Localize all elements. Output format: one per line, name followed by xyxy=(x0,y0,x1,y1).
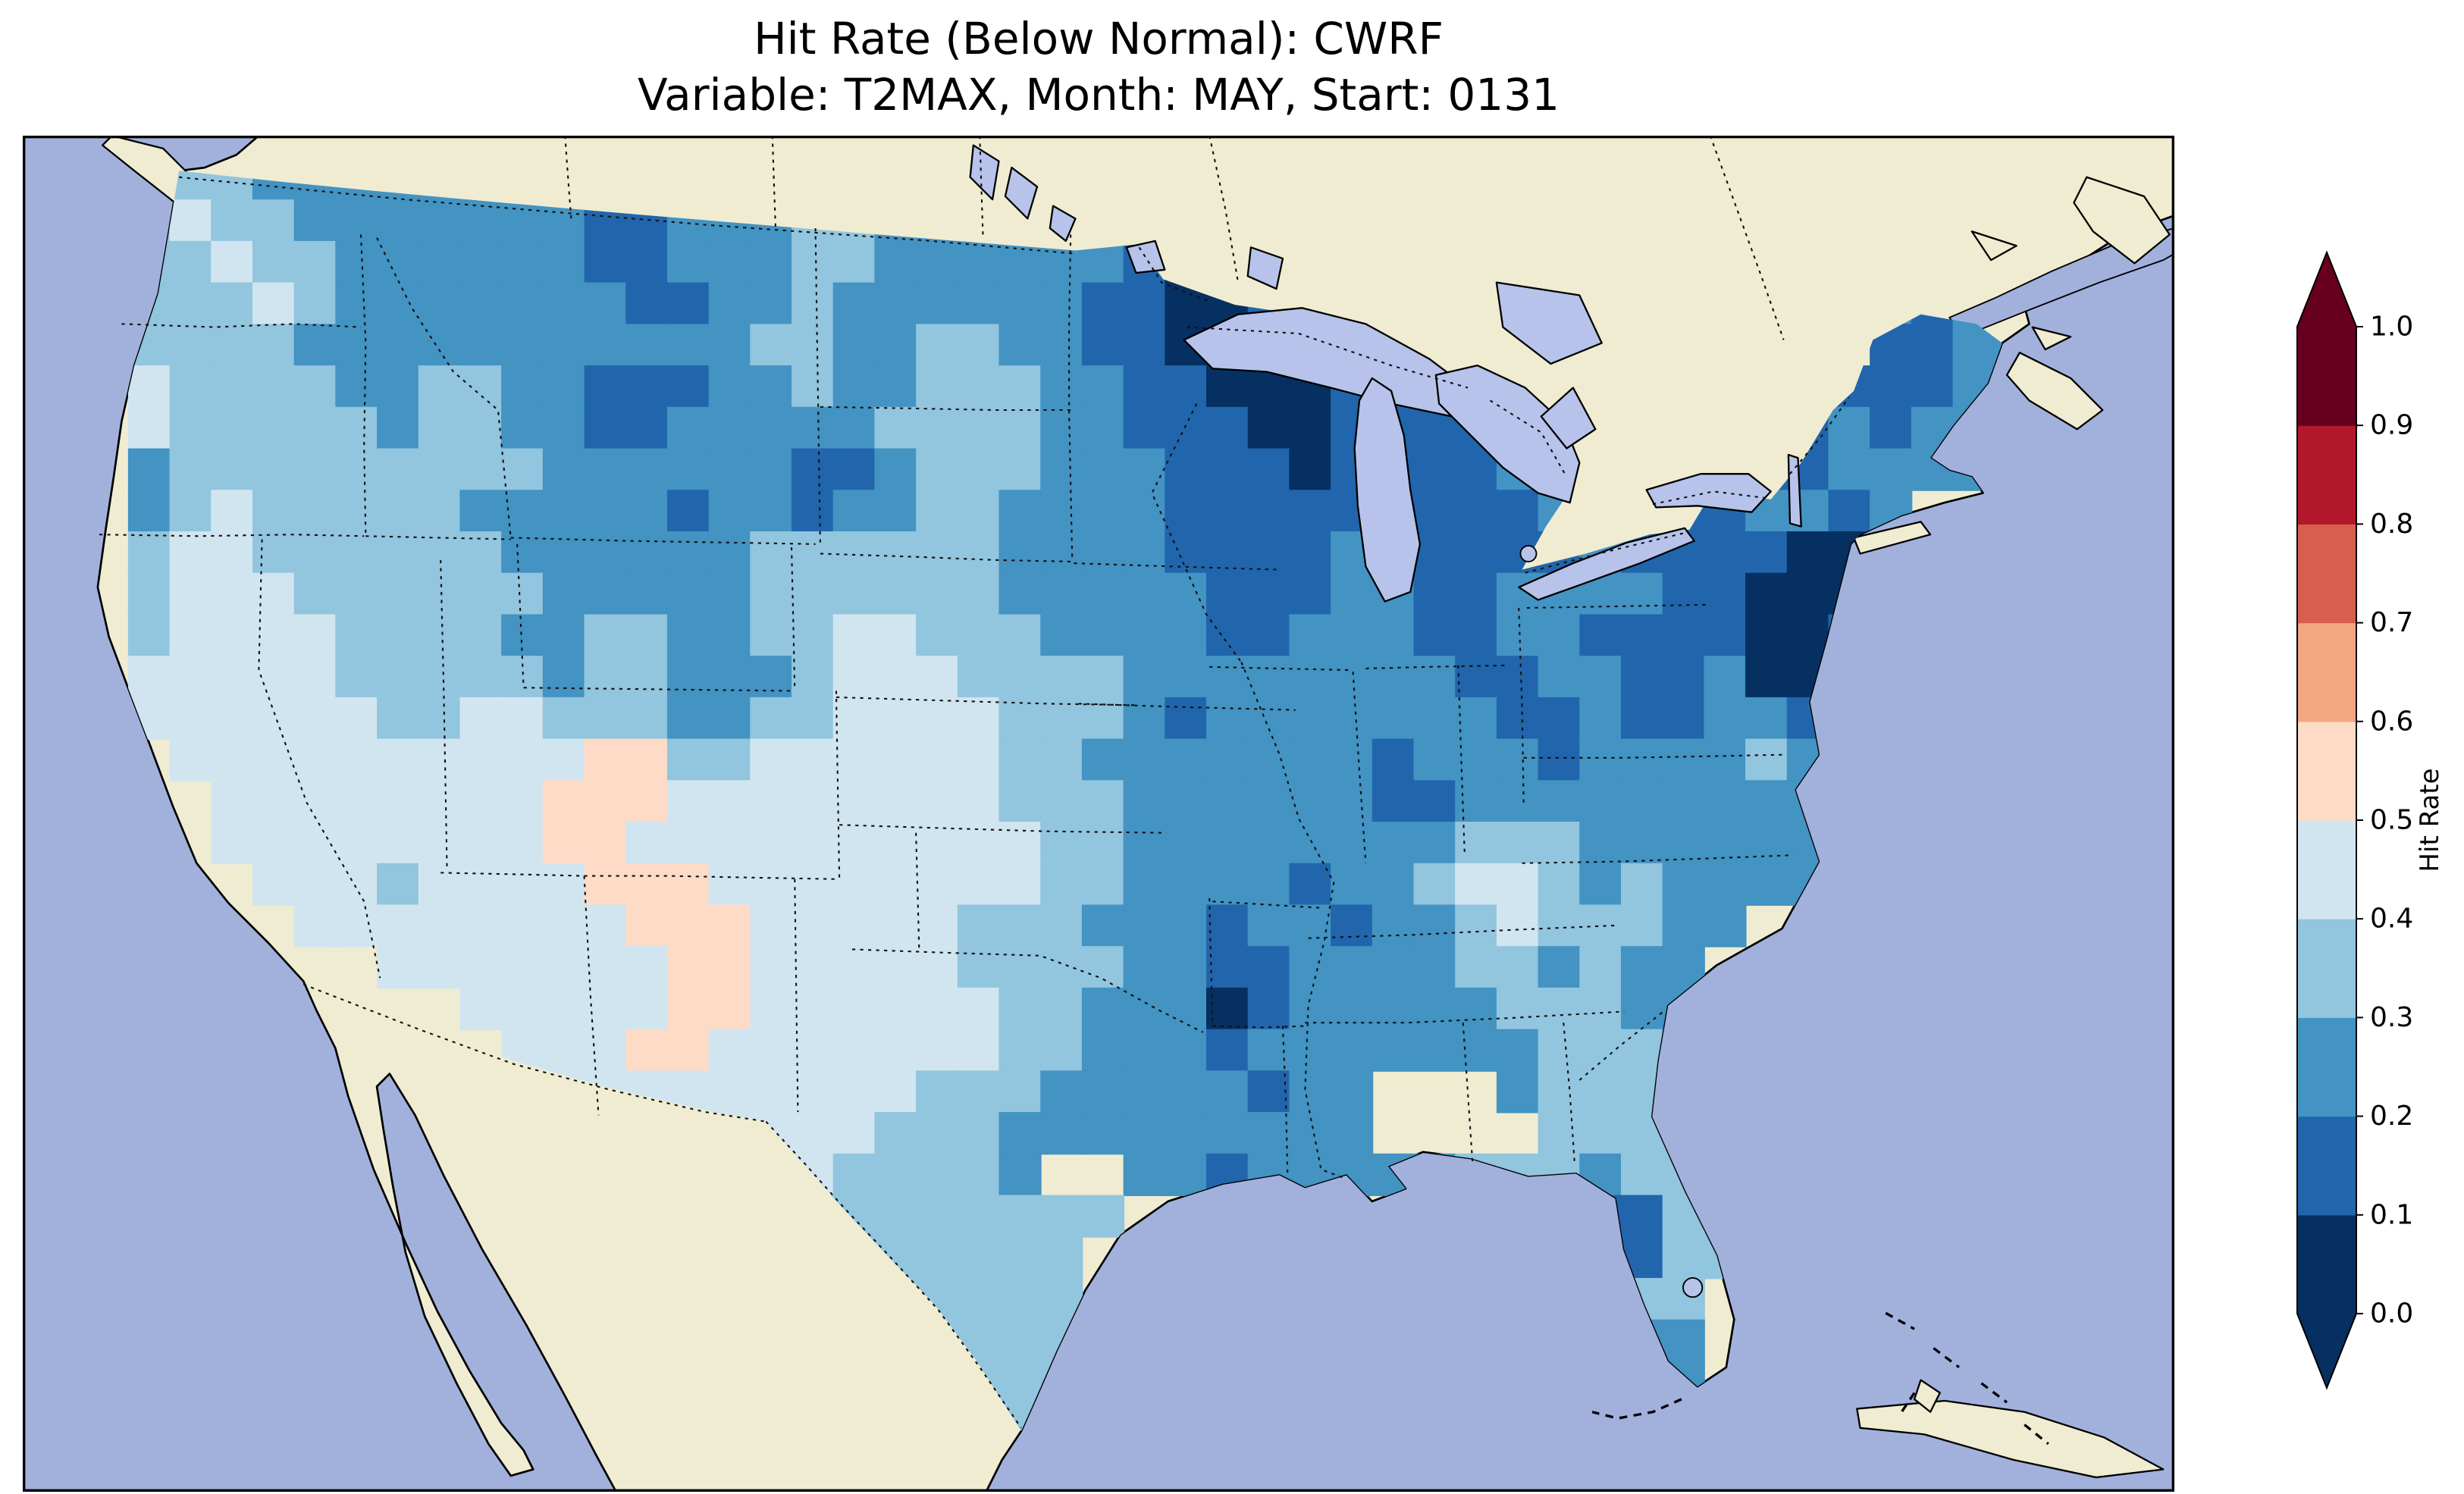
colorbar-tick-label: 0.4 xyxy=(2370,904,2413,935)
colorbar-bin xyxy=(2297,820,2356,919)
lake-huron xyxy=(1434,364,1581,504)
small-island-coast xyxy=(2024,1424,2049,1445)
georgian-bay xyxy=(1540,387,1597,449)
colorbar-label: Hit Rate xyxy=(2415,768,2445,872)
lake-nipigon xyxy=(1246,246,1284,290)
colorbar-bin xyxy=(2297,622,2356,722)
andros-island xyxy=(1913,1379,1941,1413)
colorbar-bin xyxy=(2297,1116,2356,1216)
nova-scotia xyxy=(2005,352,2104,431)
manitoba-lake-1 xyxy=(969,144,1000,201)
chart-title-line2: Variable: T2MAX, Month: MAY, Start: 0131 xyxy=(637,69,1560,121)
ontario-lakes-patch xyxy=(1495,281,1603,365)
colorbar-bin xyxy=(2297,919,2356,1018)
colorbar-bin xyxy=(2297,721,2356,821)
lake-michigan xyxy=(1353,377,1422,603)
political-borders xyxy=(99,136,1850,1429)
manitoba-lake-3 xyxy=(1049,205,1077,243)
manitoba-lake-2 xyxy=(1004,166,1039,220)
small-island-coast xyxy=(1885,1311,1915,1330)
prince-edward-island xyxy=(2031,326,2072,351)
colorbar-bin xyxy=(2297,1214,2356,1314)
colorbar-tick-label: 0.9 xyxy=(2370,410,2413,441)
colorbar-tick-label: 0.6 xyxy=(2370,706,2413,737)
colorbar-bin xyxy=(2297,327,2356,426)
small-island-coast xyxy=(1980,1382,2008,1404)
colorbar-tick-label: 0.1 xyxy=(2370,1199,2413,1230)
colorbar-tick-label: 0.0 xyxy=(2370,1298,2413,1330)
small-island-coast xyxy=(1933,1347,1960,1369)
anticosti-island xyxy=(1970,230,2017,262)
colorbar-tick-label: 0.8 xyxy=(2370,509,2413,540)
lake-okeechobee xyxy=(1682,1277,1704,1298)
newfoundland-island xyxy=(2073,176,2171,265)
map-canvas xyxy=(23,136,2174,1492)
colorbar-tick-label: 0.3 xyxy=(2370,1002,2413,1033)
colorbar-tick-label: 0.2 xyxy=(2370,1101,2413,1132)
colorbar-under-arrow xyxy=(2297,1314,2356,1388)
colorbar-bin xyxy=(2297,524,2356,624)
lake-st-clair xyxy=(1519,544,1538,562)
chart-title-line1: Hit Rate (Below Normal): CWRF xyxy=(754,13,1444,64)
small-island-coast xyxy=(1900,1392,1916,1413)
axes-frame xyxy=(23,136,2174,1492)
colorbar-tick-label: 1.0 xyxy=(2370,312,2413,343)
lake-of-the-woods xyxy=(1125,240,1166,274)
long-island xyxy=(1852,521,1932,555)
colorbar-bin xyxy=(2297,1017,2356,1117)
colorbar-bin xyxy=(2297,425,2356,525)
small-island-coast xyxy=(1591,1398,1682,1420)
cuba xyxy=(1856,1399,2165,1479)
colorbar-over-arrow xyxy=(2297,252,2356,327)
colorbar-tick-label: 0.7 xyxy=(2370,607,2413,638)
lake-erie xyxy=(1518,527,1695,601)
colorbar-tick-label: 0.5 xyxy=(2370,805,2413,836)
chart-title: Hit Rate (Below Normal): CWRF Variable: … xyxy=(0,11,2197,123)
colorbar: 1.0 0.9 0.8 0.7 0.6 0.5 0.4 0.3 0.2 0.1 0.0 Hit Ra… xyxy=(2296,250,2445,1390)
